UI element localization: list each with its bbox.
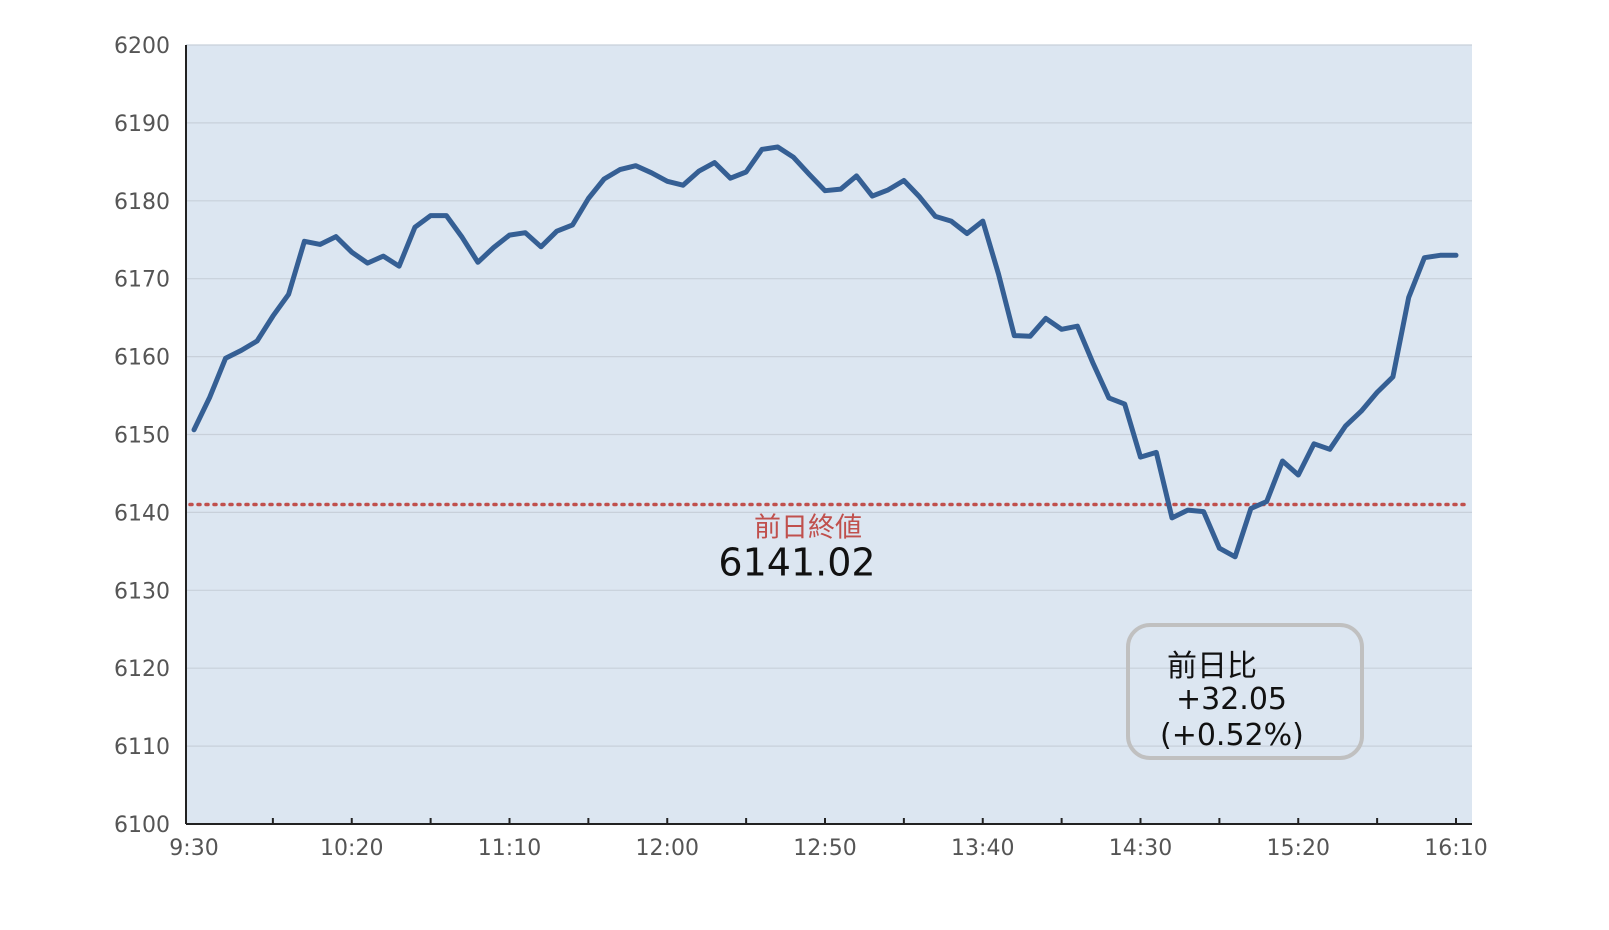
previous-close-label: 前日終値 [754, 512, 862, 543]
y-tick-label: 6190 [114, 112, 170, 137]
change-box-value: +32.05 [1176, 682, 1287, 717]
x-tick-label: 14:30 [1109, 836, 1172, 861]
x-tick-label: 11:10 [478, 836, 541, 861]
y-tick-label: 6100 [114, 813, 170, 838]
y-tick-label: 6160 [114, 346, 170, 371]
y-tick-label: 6120 [114, 657, 170, 682]
y-tick-label: 6130 [114, 579, 170, 604]
change-box-percent: (+0.52%) [1160, 718, 1304, 753]
x-tick-label: 12:50 [793, 836, 856, 861]
y-tick-label: 6110 [114, 735, 170, 760]
change-box [1126, 623, 1364, 760]
y-tick-label: 6170 [114, 268, 170, 293]
series-points [193, 146, 1457, 557]
y-tick-label: 6140 [114, 501, 170, 526]
gridlines [186, 44, 1472, 747]
y-tick-label: 6180 [114, 190, 170, 215]
y-tick-label: 6200 [114, 34, 170, 59]
x-tick-label: 13:40 [951, 836, 1014, 861]
change-box-title: 前日比 [1167, 649, 1257, 684]
x-tick-label: 16:10 [1424, 836, 1487, 861]
x-tick-label: 9:30 [169, 836, 218, 861]
y-tick-label: 6150 [114, 424, 170, 449]
x-tick-label: 15:20 [1267, 836, 1330, 861]
previous-close-value: 6141.02 [718, 540, 875, 584]
x-axis: 9:30 10:20 11:10 12:00 12:50 13:40 14:30 15:20 1… [169, 818, 1488, 861]
x-tick-label: 12:00 [636, 836, 699, 861]
x-tick-label: 10:20 [320, 836, 383, 861]
y-axis: 6100 6110 6120 6130 6140 6150 6160 6170 6180 6190… [114, 34, 187, 838]
